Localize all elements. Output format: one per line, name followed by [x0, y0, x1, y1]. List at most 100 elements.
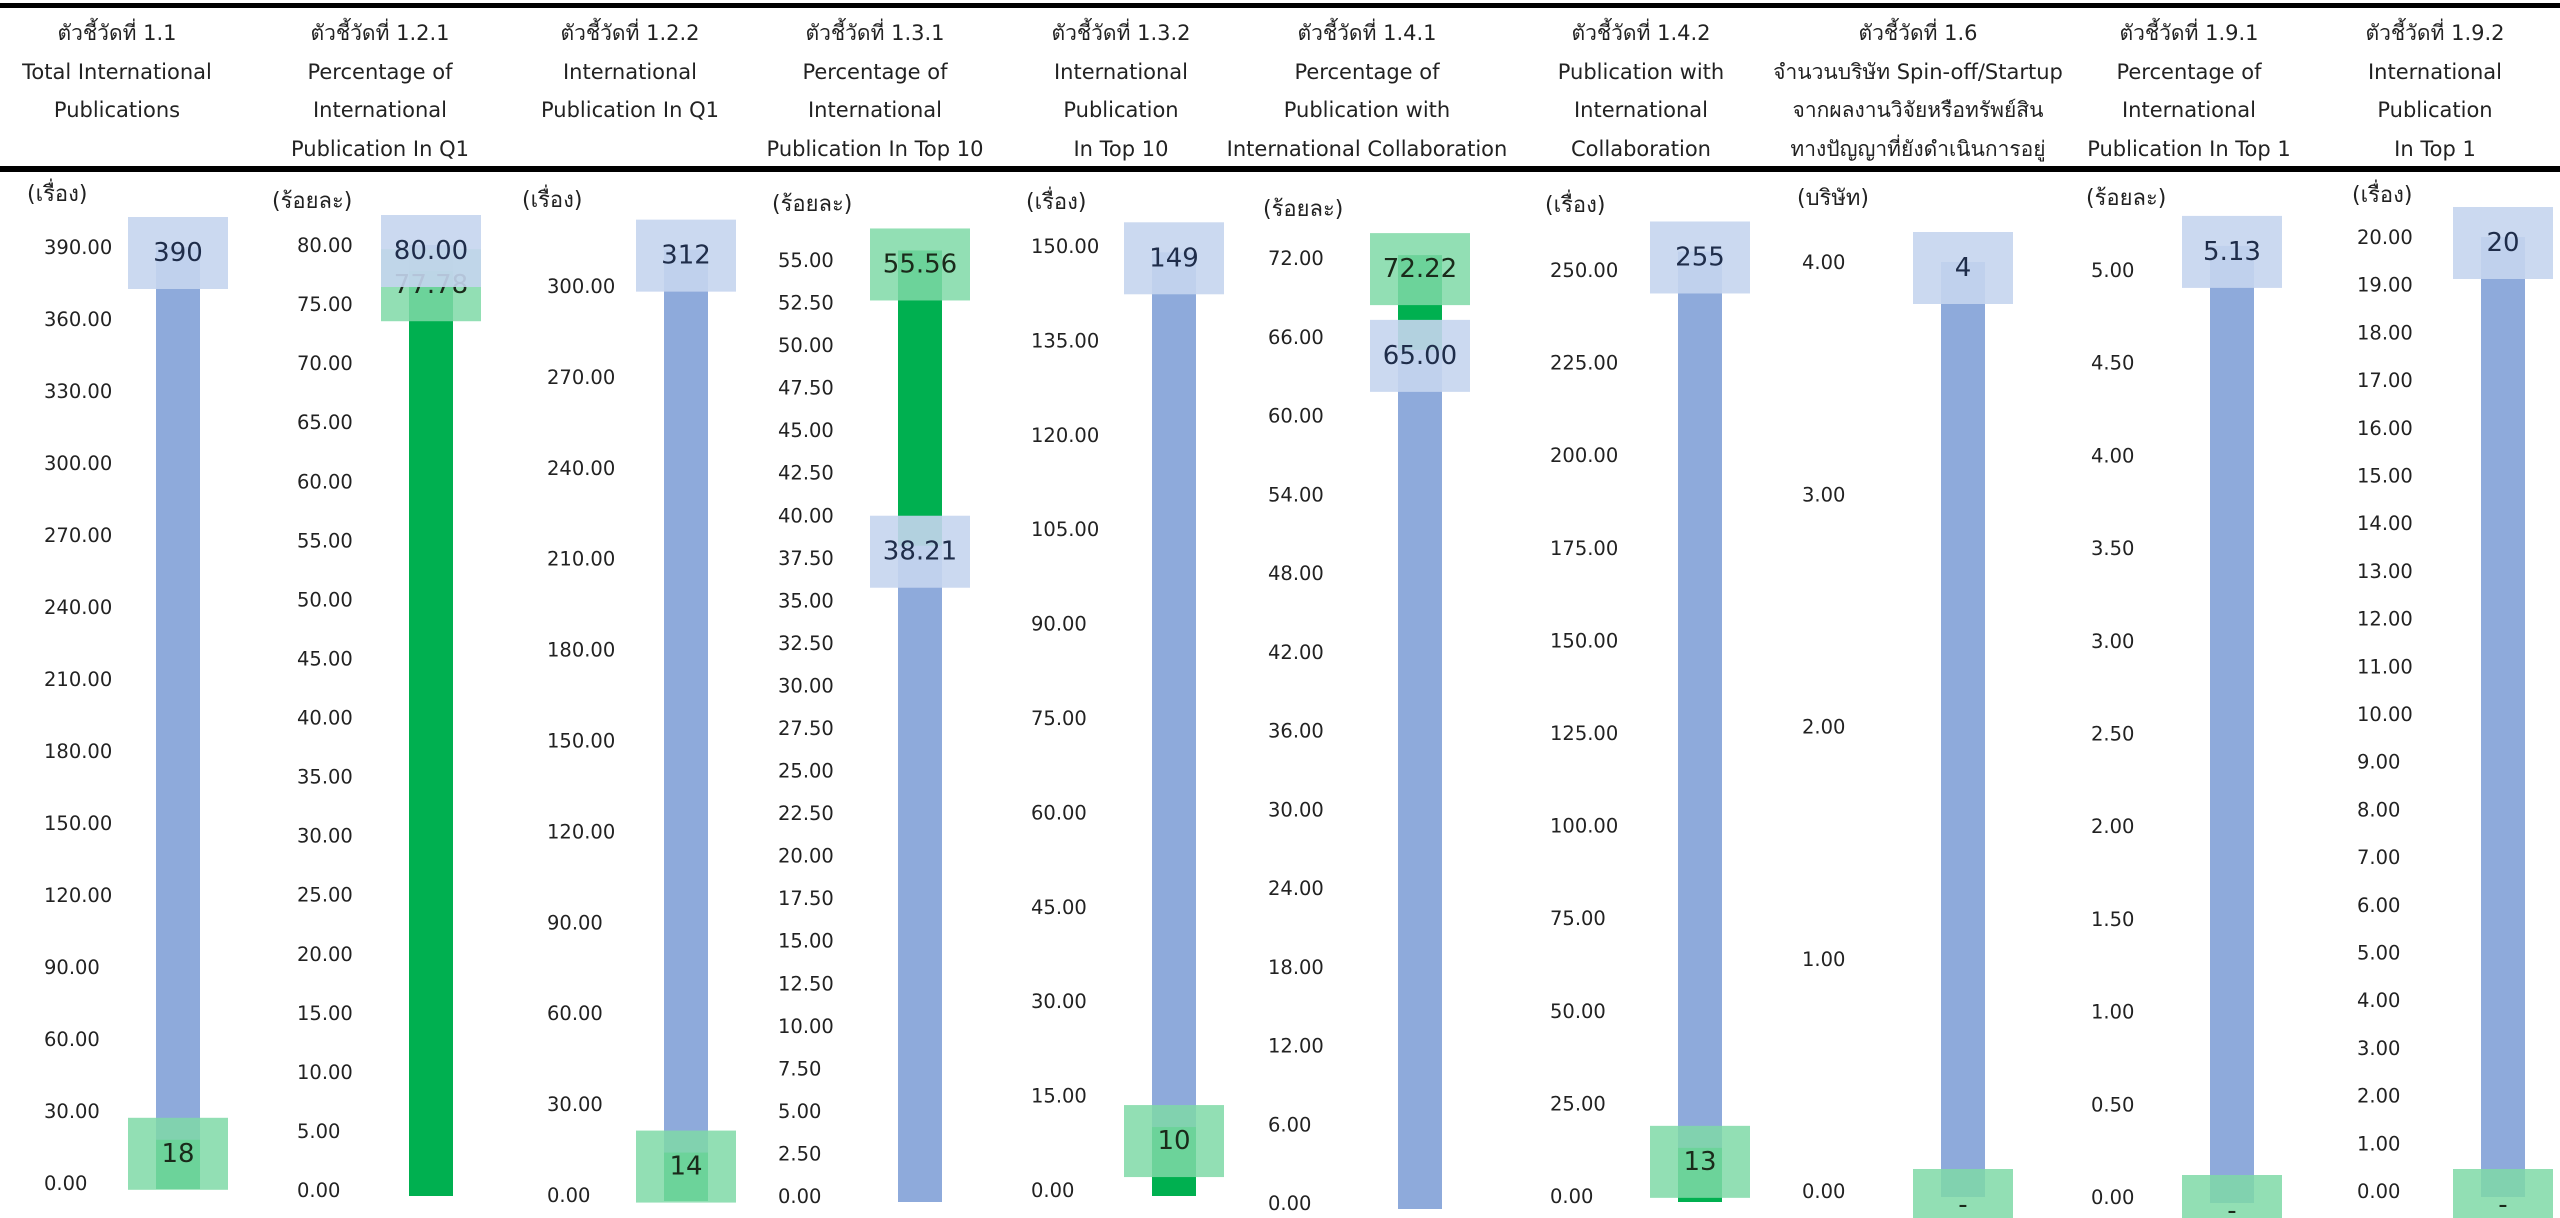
y-tick-label: 3.00 — [1802, 483, 1845, 506]
target-value-label: 65.00 — [1383, 341, 1457, 371]
header-line: International Collaboration — [1226, 136, 1508, 161]
y-tick-label: 0.00 — [547, 1184, 590, 1207]
y-tick-label: 225.00 — [1550, 352, 1618, 375]
y-tick-label: 5.00 — [297, 1120, 340, 1143]
y-tick-label: 36.00 — [1268, 720, 1324, 743]
y-tick-label: 22.50 — [778, 802, 834, 825]
y-tick-label: 60.00 — [1031, 801, 1087, 824]
y-tick-label: 5.00 — [778, 1100, 821, 1123]
target-bar — [1398, 349, 1442, 1209]
axis-unit-label: (ร้อยละ) — [1263, 197, 1343, 222]
y-tick-label: 120.00 — [547, 820, 615, 843]
header-line: Publication In Top 1 — [2087, 136, 2291, 161]
y-tick-label: 390.00 — [44, 236, 112, 259]
y-tick-label: 90.00 — [547, 911, 603, 934]
y-tick-label: 30.00 — [1268, 798, 1324, 821]
target-bar — [2210, 245, 2254, 1203]
y-tick-label: 2.00 — [2357, 1085, 2400, 1108]
y-tick-label: 300.00 — [547, 275, 615, 298]
actual-value-box — [636, 1130, 736, 1203]
y-tick-label: 15.00 — [778, 930, 834, 953]
header-line: ตัวชี้วัดที่ 1.3.2 — [1051, 21, 1191, 45]
y-tick-label: 35.00 — [297, 766, 353, 789]
y-tick-label: 55.00 — [778, 249, 834, 272]
header-line: Percentage of — [307, 59, 453, 84]
y-tick-label: 105.00 — [1031, 518, 1099, 541]
header-line: Publication In Q1 — [291, 136, 469, 161]
header-line: In Top 10 — [1073, 136, 1169, 161]
target-bar — [898, 545, 942, 1202]
y-tick-label: 150.00 — [1550, 629, 1618, 652]
header-1-9-1: ตัวชี้วัดที่ 1.9.1 Percentage of Interna… — [2059, 14, 2319, 168]
y-tick-label: 27.50 — [778, 717, 834, 740]
y-tick-label: 75.00 — [1550, 907, 1606, 930]
target-value-label: 5.13 — [2203, 237, 2261, 267]
header-line: Percentage of — [1294, 59, 1440, 84]
y-tick-label: 2.00 — [1802, 716, 1845, 739]
y-tick-label: 4.00 — [2091, 444, 2134, 467]
y-tick-label: 270.00 — [547, 366, 615, 389]
y-tick-label: 12.50 — [778, 972, 834, 995]
y-tick-label: 200.00 — [1550, 444, 1618, 467]
y-tick-label: 75.00 — [1031, 707, 1087, 730]
y-tick-label: 45.00 — [1031, 896, 1087, 919]
y-tick-label: 210.00 — [44, 668, 112, 691]
axis-unit-label: (ร้อยละ) — [772, 192, 852, 217]
actual-value-box — [1913, 1169, 2013, 1218]
y-tick-label: 270.00 — [44, 524, 112, 547]
header-line: ตัวชี้วัดที่ 1.4.2 — [1571, 21, 1711, 45]
target-value-box — [1913, 232, 2013, 304]
y-tick-label: 360.00 — [44, 308, 112, 331]
y-tick-label: 1.00 — [2091, 1001, 2134, 1024]
header-line: Publication with — [1557, 59, 1725, 84]
target-value-label: 312 — [661, 241, 711, 271]
y-tick-label: 125.00 — [1550, 722, 1618, 745]
header-1-1: ตัวชี้วัดที่ 1.1 Total International Pub… — [0, 14, 247, 130]
header-line: Publication — [2377, 98, 2493, 122]
y-tick-label: 12.00 — [2357, 608, 2413, 631]
y-tick-label: 25.00 — [297, 884, 353, 907]
actual-value-box — [1370, 233, 1470, 306]
y-tick-label: 45.00 — [778, 419, 834, 442]
y-tick-label: 5.00 — [2091, 259, 2134, 282]
y-tick-label: 24.00 — [1268, 877, 1324, 900]
target-value-box — [1370, 319, 1470, 392]
header-line: In Top 1 — [2394, 136, 2476, 161]
target-bar — [1152, 252, 1196, 1196]
target-value-box — [128, 217, 228, 289]
y-tick-label: 72.00 — [1268, 247, 1324, 270]
y-tick-label: 0.00 — [1268, 1192, 1311, 1215]
y-tick-label: 300.00 — [44, 452, 112, 475]
header-line: International — [312, 98, 448, 122]
target-value-box — [636, 219, 736, 292]
y-tick-label: 75.00 — [297, 293, 353, 316]
actual-bar — [409, 271, 453, 1196]
header-1-3-2: ตัวชี้วัดที่ 1.3.2 International Publica… — [991, 14, 1251, 168]
y-tick-label: 3.00 — [2357, 1037, 2400, 1060]
y-tick-label: 13.00 — [2357, 560, 2413, 583]
actual-value-label: - — [2498, 1190, 2507, 1218]
y-tick-label: 30.00 — [44, 1100, 100, 1123]
y-tick-label: 1.00 — [2357, 1132, 2400, 1155]
header-line: Total International — [22, 59, 212, 84]
y-tick-label: 150.00 — [44, 812, 112, 835]
y-tick-label: 20.00 — [297, 943, 353, 966]
axis-unit-label: (บริษัท) — [1797, 186, 1869, 211]
y-tick-label: 0.00 — [1550, 1185, 1593, 1208]
y-tick-label: 30.00 — [547, 1093, 603, 1116]
target-bar — [156, 247, 200, 1189]
y-tick-label: 12.00 — [1268, 1035, 1324, 1058]
header-line: จากผลงานวิจัยหรือทรัพย์สิน — [1792, 98, 2044, 122]
y-tick-label: 37.50 — [778, 547, 834, 570]
target-value-box — [381, 215, 481, 287]
y-tick-label: 50.00 — [1550, 1000, 1606, 1023]
y-tick-label: 60.00 — [44, 1028, 100, 1051]
target-bar — [664, 249, 708, 1201]
actual-value-label: - — [1958, 1190, 1967, 1218]
header-line: Publication In Q1 — [541, 98, 719, 122]
target-value-label: 20 — [2486, 228, 2519, 258]
y-tick-label: 14.00 — [2357, 512, 2413, 535]
y-tick-label: 7.50 — [778, 1057, 821, 1080]
y-tick-label: 2.50 — [2091, 723, 2134, 746]
y-tick-label: 40.00 — [297, 707, 353, 730]
